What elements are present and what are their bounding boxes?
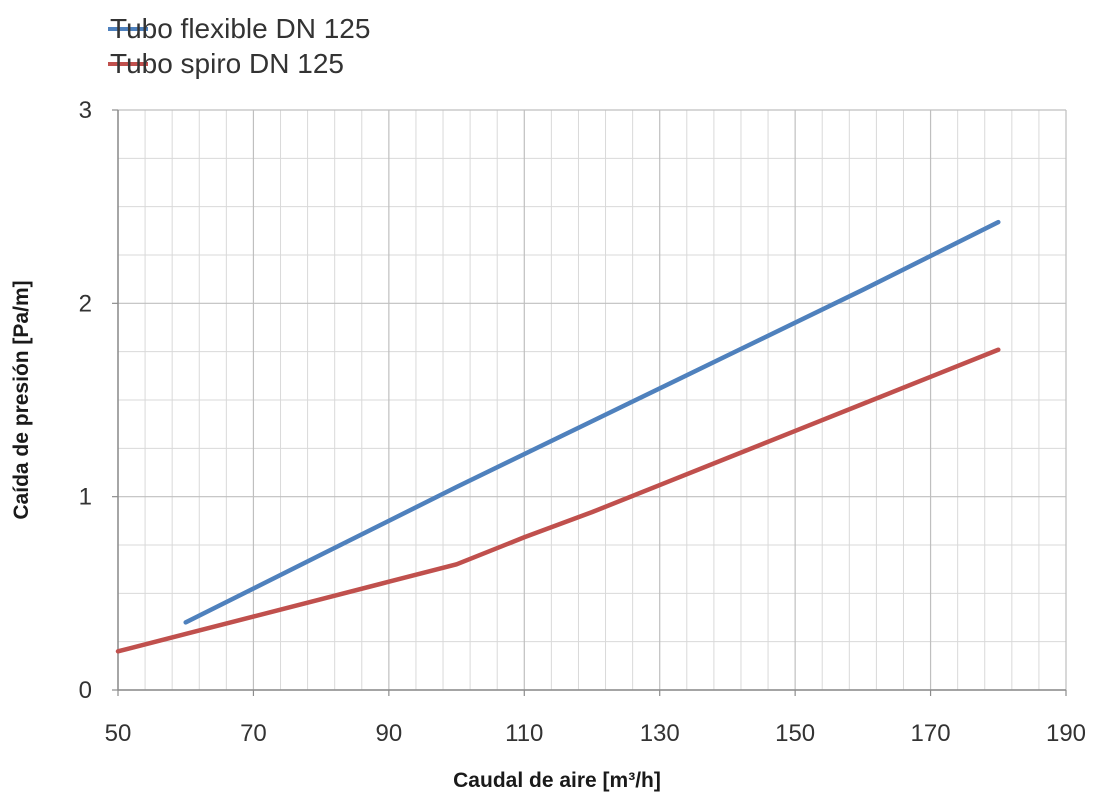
y-tick-labels: 0 1 2 3 xyxy=(79,97,118,704)
y-tick-label: 1 xyxy=(79,484,92,511)
x-tick-label: 90 xyxy=(376,720,403,747)
x-tick-labels: 50 70 90 110 130 150 170 190 xyxy=(105,690,1086,747)
x-tick-label: 50 xyxy=(105,720,132,747)
legend-item-spiro: Tubo spiro DN 125 xyxy=(108,48,344,79)
series-line-flexible xyxy=(183,219,1001,625)
legend: Tubo flexible DN 125 Tubo spiro DN 125 xyxy=(108,13,370,79)
y-axis-title: Caída de presión [Pa/m] xyxy=(10,280,33,519)
y-tick-label: 3 xyxy=(79,97,92,124)
series-lines xyxy=(115,219,1001,654)
x-tick-label: 70 xyxy=(240,720,267,747)
x-tick-label: 170 xyxy=(911,720,951,747)
x-tick-label: 110 xyxy=(505,720,543,747)
x-tick-label: 130 xyxy=(640,720,680,747)
legend-label-spiro: Tubo spiro DN 125 xyxy=(110,48,344,79)
y-tick-label: 0 xyxy=(79,677,92,704)
legend-item-flexible: Tubo flexible DN 125 xyxy=(108,13,370,44)
series-line-spiro xyxy=(115,347,1001,654)
x-axis-title: Caudal de aire [m³/h] xyxy=(453,769,661,792)
minor-gridlines xyxy=(118,110,1066,690)
x-tick-label: 190 xyxy=(1046,720,1086,747)
y-tick-label: 2 xyxy=(79,290,92,317)
legend-label-flexible: Tubo flexible DN 125 xyxy=(110,13,370,44)
x-tick-label: 150 xyxy=(775,720,815,747)
